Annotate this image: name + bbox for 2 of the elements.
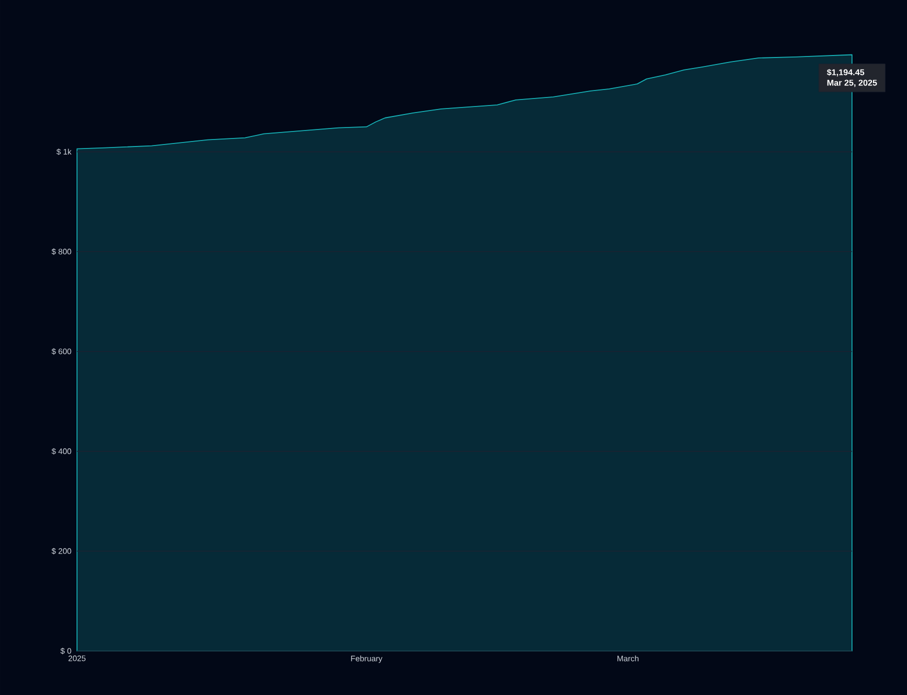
annotation: Mar 25, 2025 — [827, 80, 877, 87]
annotation: $1,194.45 — [826, 68, 864, 76]
